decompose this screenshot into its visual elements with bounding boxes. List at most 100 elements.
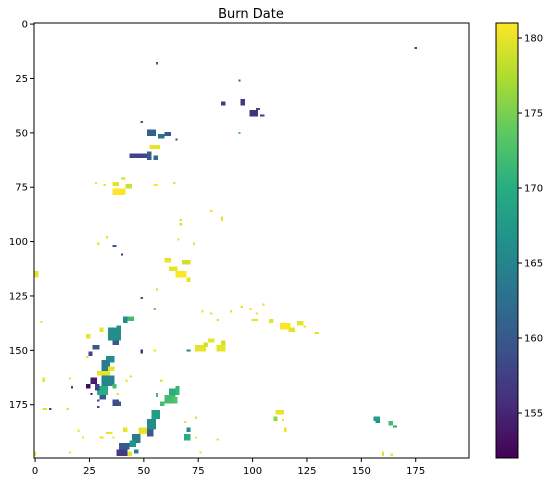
burn-pixel-cluster <box>165 258 172 262</box>
burn-pixel-cluster <box>186 428 190 432</box>
burn-pixel-cluster <box>186 277 190 281</box>
burn-pixel-cluster <box>147 151 151 160</box>
burn-pixel-cluster <box>112 436 114 438</box>
burn-pixel-cluster <box>123 317 127 324</box>
burn-pixel-cluster <box>221 101 225 105</box>
burn-pixel-cluster <box>91 393 93 395</box>
burn-pixel-cluster <box>154 349 156 351</box>
burn-pixel-cluster <box>165 132 172 136</box>
x-tick-label: 75 <box>192 466 205 477</box>
burn-pixel-cluster <box>99 395 106 399</box>
burn-pixel-cluster <box>149 145 160 149</box>
burn-pixel-cluster <box>117 393 119 395</box>
burn-pixel-cluster <box>93 345 100 349</box>
burn-pixel-cluster <box>238 132 240 134</box>
burn-pixel-cluster <box>121 177 125 179</box>
burn-pixel-cluster <box>119 401 121 405</box>
burn-pixel-cluster <box>41 321 43 323</box>
burn-pixel-cluster <box>195 436 197 438</box>
burn-pixel-cluster <box>208 338 215 342</box>
colorbar-tick-label: 175 <box>524 109 543 120</box>
burn-pixel-cluster <box>269 319 273 323</box>
burn-pixel-cluster <box>275 410 284 414</box>
burn-pixel-cluster <box>199 451 201 453</box>
x-tick-label: 150 <box>352 466 371 477</box>
burn-pixel-cluster <box>112 384 116 388</box>
burn-pixel-cluster <box>186 349 190 351</box>
burn-pixel-cluster <box>121 254 123 256</box>
y-axis: 0255075100125150175 <box>9 20 34 412</box>
burn-pixel-cluster <box>117 449 128 456</box>
burn-pixel-cluster <box>182 260 191 264</box>
burn-pixel-cluster <box>373 417 380 421</box>
burn-pixel-cluster <box>71 386 73 388</box>
x-tick-label: 100 <box>243 466 262 477</box>
burn-pixel-cluster <box>230 310 232 312</box>
burn-pixel-cluster <box>128 317 135 321</box>
x-tick-label: 0 <box>32 466 38 477</box>
burn-pixel-cluster <box>106 236 108 238</box>
burn-pixel-cluster <box>112 188 125 195</box>
burn-pixel-cluster <box>238 80 240 82</box>
burn-pixel-cluster <box>178 238 180 240</box>
burn-pixel-cluster <box>112 341 119 345</box>
burn-pixel-cluster <box>382 451 384 455</box>
burn-pixel-cluster <box>156 62 158 64</box>
burn-pixel-cluster <box>112 399 119 406</box>
burn-pixel-cluster <box>43 408 47 410</box>
colorbar-tick-label: 180 <box>524 34 543 45</box>
burn-pixel-cluster <box>141 121 143 123</box>
burn-pixel-cluster <box>99 328 103 332</box>
y-tick-label: 150 <box>9 346 28 357</box>
burn-pixel-cluster <box>108 328 121 341</box>
burn-pixel-cluster <box>389 421 393 425</box>
burn-pixel-cluster <box>154 156 158 160</box>
burn-pixel-cluster <box>125 184 132 188</box>
burn-pixel-cluster <box>69 451 71 453</box>
burn-pixel-cluster <box>97 406 99 408</box>
burn-pixel-cluster <box>175 386 179 395</box>
burn-pixel-cluster <box>123 428 127 432</box>
burn-pixel-cluster <box>86 334 90 338</box>
burn-pixel-cluster <box>130 375 132 377</box>
burn-pixel-cluster <box>97 371 110 375</box>
burn-pixel-cluster <box>43 378 45 382</box>
burn-pixel-cluster <box>138 428 147 435</box>
burn-pixel-cluster <box>78 430 80 432</box>
colorbar-axis: 155 160 165 170 175 180 <box>518 34 543 420</box>
burn-pixel-cluster <box>173 397 177 404</box>
burn-pixel-cluster <box>147 419 156 430</box>
burn-pixel-cluster <box>97 243 99 245</box>
burn-pixel-cluster <box>256 108 260 110</box>
x-tick-label: 125 <box>297 466 316 477</box>
burn-pixel-cluster <box>128 451 132 455</box>
burn-pixel-cluster <box>169 388 176 395</box>
burn-pixel-cluster <box>282 419 284 421</box>
burn-pixel-cluster <box>119 443 130 450</box>
burn-pixel-cluster <box>195 417 197 419</box>
burn-pixel-cluster <box>160 401 164 405</box>
burn-pixel-cluster <box>141 349 143 353</box>
burn-pixel-cluster <box>175 138 177 140</box>
burn-pixel-cluster <box>288 328 295 332</box>
burn-pixel-cluster <box>273 417 277 421</box>
burn-pixel-cluster <box>147 130 156 137</box>
burn-pixel-cluster <box>106 432 113 434</box>
burn-pixel-cluster <box>210 312 212 314</box>
burn-pixel-cluster <box>297 321 304 325</box>
burn-pixel-cluster <box>173 182 175 184</box>
burn-pixel-cluster <box>134 449 138 453</box>
burn-pixel-cluster <box>241 99 245 106</box>
chart-title: Burn Date <box>218 7 284 22</box>
burn-pixel-cluster <box>97 399 99 401</box>
burn-pixel-cluster <box>304 325 306 327</box>
burn-pixel-cluster <box>210 210 212 212</box>
y-tick-label: 75 <box>15 183 28 194</box>
colorbar-tick-label: 155 <box>524 409 543 420</box>
burn-pixel-cluster <box>112 182 119 186</box>
burn-pixel-cluster <box>95 384 99 391</box>
burn-pixel-cluster <box>86 384 90 388</box>
burn-pixel-cluster <box>49 408 51 410</box>
burn-pixel-cluster <box>184 421 186 423</box>
